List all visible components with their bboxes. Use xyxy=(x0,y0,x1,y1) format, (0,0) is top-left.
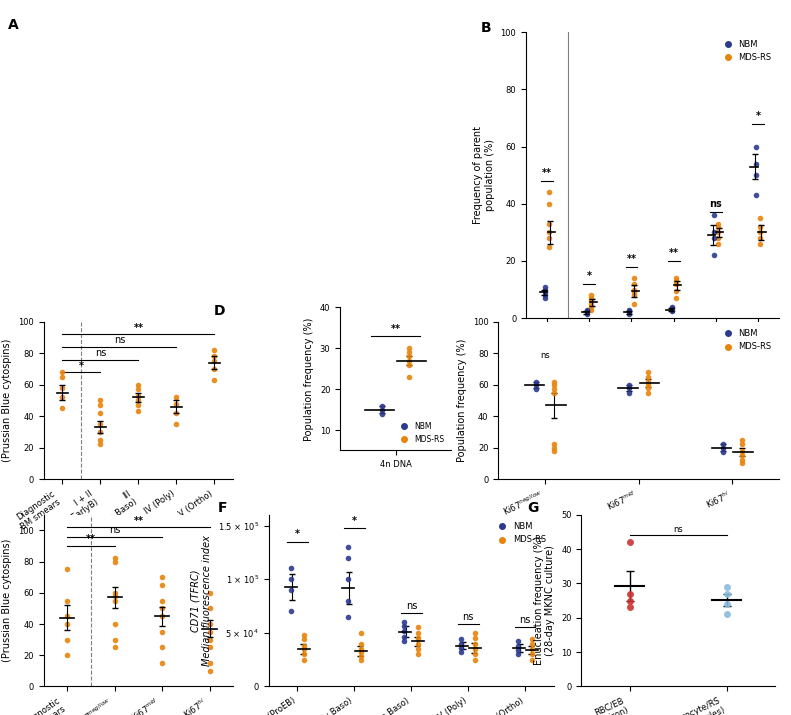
Text: **: ** xyxy=(626,254,637,264)
Text: **: ** xyxy=(134,322,143,332)
Text: ns: ns xyxy=(406,601,417,611)
Text: **: ** xyxy=(86,534,96,544)
Text: ns: ns xyxy=(673,525,683,533)
Text: D: D xyxy=(214,304,225,318)
Legend: NBM, MDS-RS: NBM, MDS-RS xyxy=(490,519,550,548)
Text: B: B xyxy=(480,21,491,35)
Text: **: ** xyxy=(134,516,143,526)
Legend: NBM, MDS-RS: NBM, MDS-RS xyxy=(716,36,775,65)
Text: F: F xyxy=(218,501,227,515)
Text: **: ** xyxy=(391,324,400,334)
Text: *: * xyxy=(352,516,357,526)
Text: A: A xyxy=(8,18,19,32)
Y-axis label: RS frequency (%)
(Prussian Blue cytospins): RS frequency (%) (Prussian Blue cytospin… xyxy=(0,339,13,462)
Text: ns: ns xyxy=(710,199,722,209)
Text: ns: ns xyxy=(114,335,125,345)
Y-axis label: Population frequency (%): Population frequency (%) xyxy=(305,317,314,440)
Text: *: * xyxy=(79,360,84,370)
Text: G: G xyxy=(527,501,539,515)
Text: ns: ns xyxy=(540,350,550,360)
Text: ns: ns xyxy=(95,348,106,358)
Legend: NBM, MDS-RS: NBM, MDS-RS xyxy=(716,326,775,355)
Text: ns: ns xyxy=(463,612,474,622)
Text: *: * xyxy=(587,271,592,281)
Text: **: ** xyxy=(542,168,552,178)
Y-axis label: Population frequency (%): Population frequency (%) xyxy=(457,339,467,462)
Y-axis label: Frequency of parent
population (%): Frequency of parent population (%) xyxy=(473,126,495,225)
Y-axis label: Enucleation frequency (%)
(28-day MKNC culture): Enucleation frequency (%) (28-day MKNC c… xyxy=(534,536,555,665)
Text: **: ** xyxy=(668,248,679,258)
Text: ns: ns xyxy=(109,525,120,535)
Text: *: * xyxy=(295,530,300,539)
Text: *: * xyxy=(755,111,760,121)
Y-axis label: RS frequency (%)
(Prussian Blue cytospins): RS frequency (%) (Prussian Blue cytospin… xyxy=(0,539,13,662)
Legend: NBM, MDS-RS: NBM, MDS-RS xyxy=(393,419,447,447)
Y-axis label: CD71 (TFRC)
Median fluorescence index: CD71 (TFRC) Median fluorescence index xyxy=(191,535,212,666)
Text: ns: ns xyxy=(520,616,531,625)
